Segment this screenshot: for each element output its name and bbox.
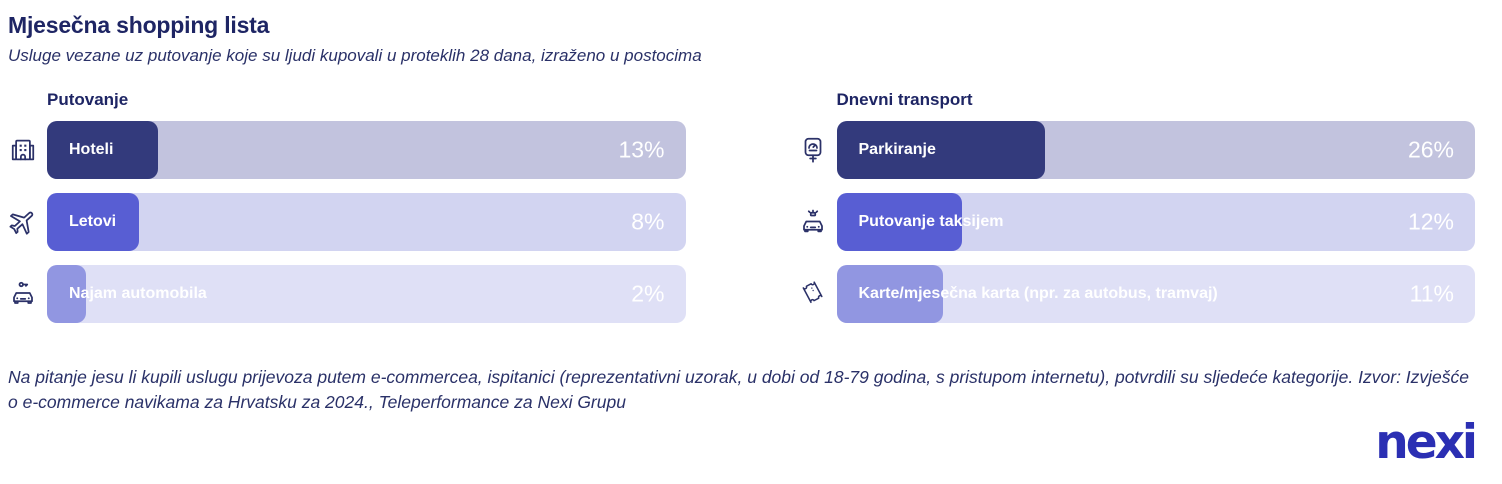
bar-row: Parkiranje 26% <box>798 121 1475 179</box>
page-subtitle: Usluge vezane uz putovanje koje su ljudi… <box>8 46 702 65</box>
bar-fill <box>836 121 1046 179</box>
bar-list-dnevni-transport: Parkiranje 26% Putovanje taksijem 12% Karte/… <box>798 121 1475 323</box>
nexi-logo: nexi <box>1375 414 1478 470</box>
bar-track: Letovi 8% <box>47 193 686 251</box>
bar-value: 2% <box>631 280 665 307</box>
bar-fill <box>47 265 86 323</box>
page-title: Mjesečna shopping lista <box>8 12 270 38</box>
bar-row: Karte/mjesečna karta (npr. za autobus, t… <box>798 265 1475 323</box>
plane-icon <box>8 207 47 237</box>
hotel-icon <box>8 135 47 165</box>
chart-group-dnevni-transport: Dnevni transport Parkiranje 26% Putovanje … <box>798 90 1475 323</box>
bar-row: Hoteli 13% <box>8 121 686 179</box>
bar-fill <box>836 265 944 323</box>
chart-group-putovanje: Putovanje Hoteli 13% Letovi 8% Najam automob… <box>8 90 686 323</box>
footnote: Na pitanje jesu li kupili uslugu prijevo… <box>8 367 1470 413</box>
bar-row: Letovi 8% <box>8 193 686 251</box>
bar-fill <box>836 193 962 251</box>
bar-value: 11% <box>1409 280 1454 307</box>
parking-meter-icon <box>798 135 837 165</box>
bar-label: Putovanje taksijem <box>858 213 1004 230</box>
bar-row: Putovanje taksijem 12% <box>798 193 1475 251</box>
bar-label: Letovi <box>69 213 117 230</box>
bar-label: Parkiranje <box>858 141 936 158</box>
bar-label: Karte/mjesečna karta (npr. za autobus, t… <box>858 285 1218 302</box>
taxi-icon <box>798 207 837 237</box>
logo-row: nexi <box>8 414 1478 470</box>
bar-row: Najam automobila 2% <box>8 265 686 323</box>
bar-track: Parkiranje 26% <box>836 121 1475 179</box>
bar-fill <box>47 121 159 179</box>
group-title-dnevni-transport: Dnevni transport <box>836 90 973 109</box>
ticket-icon <box>798 279 837 309</box>
chart-columns: Putovanje Hoteli 13% Letovi 8% Najam automob… <box>8 90 1475 323</box>
bar-track: Najam automobila 2% <box>47 265 686 323</box>
bar-track: Karte/mjesečna karta (npr. za autobus, t… <box>836 265 1475 323</box>
bar-value: 13% <box>618 136 665 163</box>
bar-label: Hoteli <box>69 141 114 158</box>
bar-track: Hoteli 13% <box>47 121 686 179</box>
bar-label: Najam automobila <box>69 285 207 302</box>
bar-fill <box>47 193 139 251</box>
group-title-putovanje: Putovanje <box>47 90 129 109</box>
bar-value: 12% <box>1407 208 1454 235</box>
bar-value: 26% <box>1407 136 1454 163</box>
rental-car-icon <box>8 279 47 309</box>
bar-value: 8% <box>631 208 665 235</box>
bar-list-putovanje: Hoteli 13% Letovi 8% Najam automobila 2% <box>8 121 686 323</box>
bar-track: Putovanje taksijem 12% <box>836 193 1475 251</box>
